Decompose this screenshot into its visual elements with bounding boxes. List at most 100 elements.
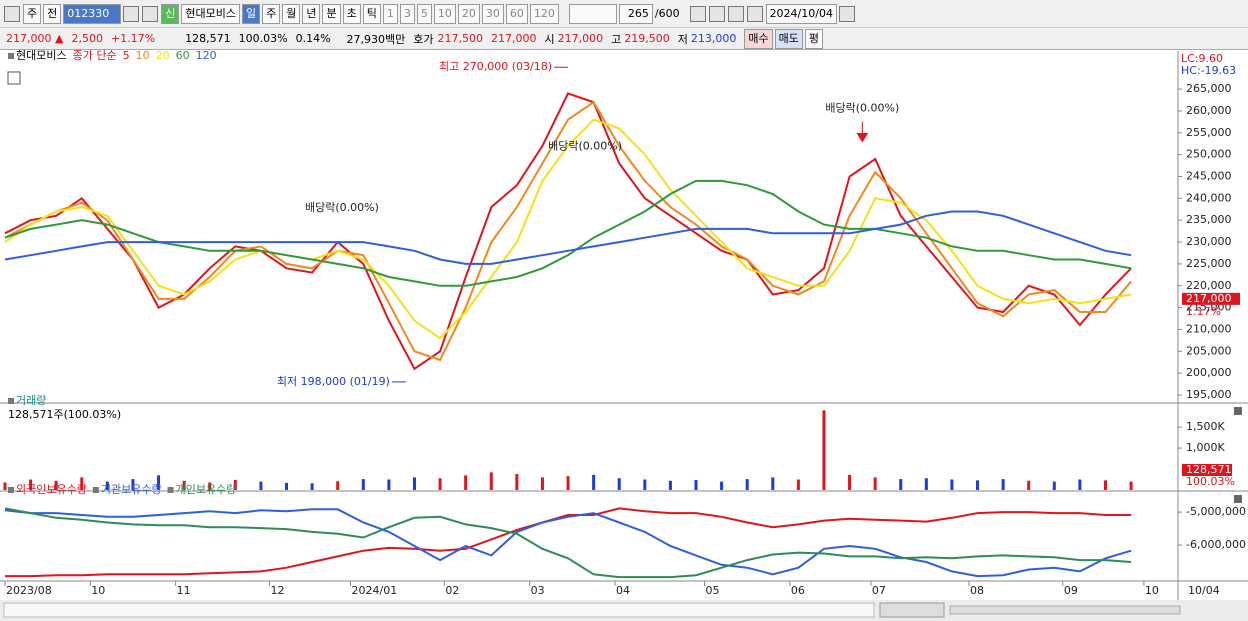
interval-button[interactable]: 30 bbox=[481, 3, 504, 24]
y-tick-label: 210,000 bbox=[1186, 322, 1232, 335]
x-tick-label: 10 bbox=[91, 584, 105, 597]
volume-bar bbox=[361, 479, 365, 490]
turnover: 0.14% bbox=[295, 32, 331, 45]
buy-button[interactable]: 매수 bbox=[744, 28, 773, 49]
annotation: 배당락(0.00%) bbox=[305, 201, 379, 214]
period-button[interactable]: 초 bbox=[342, 3, 361, 24]
interval-button[interactable]: 1 bbox=[382, 3, 398, 24]
code-input[interactable]: 012330 bbox=[63, 3, 122, 24]
save-icon[interactable] bbox=[727, 5, 744, 22]
sound-icon[interactable] bbox=[142, 5, 159, 22]
volume-bar bbox=[182, 480, 186, 490]
volume-bar bbox=[873, 477, 877, 490]
volume-bar bbox=[822, 410, 826, 490]
menu-icon[interactable] bbox=[4, 5, 20, 22]
volume-bar bbox=[976, 480, 980, 490]
legend-entry: 외국인보유수량 bbox=[16, 483, 87, 496]
current-volume-box bbox=[1182, 464, 1232, 476]
pane-subtitle: 128,571주(100.03%) bbox=[8, 408, 121, 421]
search-icon[interactable] bbox=[123, 5, 140, 22]
volume-bar bbox=[515, 474, 519, 490]
scroll-buttons[interactable] bbox=[879, 602, 945, 618]
interval-button[interactable]: 60 bbox=[505, 3, 528, 24]
pane-close[interactable] bbox=[1234, 495, 1242, 503]
volume-bar bbox=[643, 479, 647, 490]
period-button[interactable]: 주 bbox=[262, 3, 281, 24]
tool-icon[interactable] bbox=[708, 5, 725, 22]
volume-bar bbox=[438, 478, 442, 490]
volume-bar bbox=[259, 481, 263, 490]
series-line bbox=[5, 507, 1132, 578]
volume-bar bbox=[796, 479, 800, 490]
tool-icon[interactable] bbox=[689, 5, 706, 22]
period-button[interactable]: 틱 bbox=[362, 3, 381, 24]
count-max: /600 bbox=[654, 7, 680, 20]
series-line bbox=[4, 100, 1132, 362]
settings-icon[interactable] bbox=[746, 5, 763, 22]
y-tick-label: 240,000 bbox=[1186, 191, 1232, 204]
series-line bbox=[4, 210, 1132, 265]
interval-button[interactable]: 20 bbox=[457, 3, 480, 24]
count-input[interactable]: 265 bbox=[618, 3, 653, 24]
period-button[interactable]: 일 bbox=[241, 3, 261, 24]
volume-bar bbox=[412, 477, 416, 490]
y-tick-label: -5,000,000 bbox=[1186, 505, 1246, 518]
x-tick-label: 09 bbox=[1064, 584, 1078, 597]
current-change: 1.17% bbox=[1186, 305, 1221, 318]
table-icon[interactable] bbox=[7, 71, 21, 85]
view-select[interactable]: 주 bbox=[23, 3, 42, 24]
y-tick-label: 205,000 bbox=[1186, 344, 1232, 357]
volume-bar bbox=[720, 481, 724, 490]
x-tick-label: 06 bbox=[791, 584, 805, 597]
legend-entry: 20 bbox=[156, 49, 170, 62]
volume-bar bbox=[566, 476, 570, 490]
hc-label: HC:-19.63 bbox=[1181, 64, 1236, 77]
y-tick-label: 260,000 bbox=[1186, 104, 1232, 117]
avg-button[interactable]: 평 bbox=[804, 28, 824, 49]
current-volume-ratio: 100.03% bbox=[1186, 475, 1235, 488]
zoom-slider[interactable] bbox=[949, 605, 1181, 615]
lc-label: LC:9.60 bbox=[1181, 52, 1223, 65]
interval-button[interactable]: 3 bbox=[399, 3, 415, 24]
legend-swatch bbox=[8, 487, 14, 493]
interval-button[interactable]: 5 bbox=[416, 3, 432, 24]
calendar-icon[interactable] bbox=[838, 5, 855, 22]
x-tick-label: 2024/01 bbox=[352, 584, 398, 597]
interval-button[interactable]: 120 bbox=[529, 3, 559, 24]
market-select[interactable]: 전 bbox=[43, 3, 62, 24]
price: 217,000 ▲ bbox=[6, 32, 64, 45]
volume-bar bbox=[592, 474, 596, 490]
blank-select[interactable] bbox=[568, 3, 617, 24]
series-line bbox=[4, 92, 1132, 371]
x-tick-label: 04 bbox=[616, 584, 630, 597]
period-button[interactable]: 년 bbox=[302, 3, 321, 24]
legend-entry: 60 bbox=[176, 49, 190, 62]
series-line bbox=[4, 118, 1132, 340]
volume-bar bbox=[617, 478, 621, 490]
period-button[interactable]: 월 bbox=[282, 3, 301, 24]
volume-bar bbox=[1129, 481, 1133, 490]
period-button[interactable]: 분 bbox=[322, 3, 341, 24]
volume-bar bbox=[489, 472, 493, 490]
y-tick-label: 235,000 bbox=[1186, 213, 1232, 226]
scroll-track[interactable] bbox=[3, 602, 875, 618]
pane-close[interactable] bbox=[1234, 407, 1242, 415]
volume-bar bbox=[310, 483, 314, 490]
legend-entry: 개인보유수량 bbox=[176, 483, 237, 496]
volume-bar bbox=[285, 482, 289, 490]
x-tick-label: 11 bbox=[177, 584, 191, 597]
sell-button[interactable]: 매도 bbox=[774, 28, 803, 49]
x-end-label: 10/04 bbox=[1188, 584, 1220, 597]
current-price: 217,000 bbox=[1186, 292, 1232, 305]
volume-bar bbox=[694, 479, 698, 490]
volume-bar bbox=[29, 479, 33, 490]
volume-bar bbox=[924, 478, 928, 490]
legend-entry: 5 bbox=[123, 49, 130, 62]
date-input[interactable]: 2024/10/04 bbox=[765, 3, 837, 24]
y-tick-label: 1,500K bbox=[1186, 420, 1225, 433]
high-label: 고 bbox=[611, 32, 622, 46]
ask: 217,500 bbox=[437, 32, 484, 45]
volume: 128,571 bbox=[185, 32, 231, 45]
interval-button[interactable]: 10 bbox=[433, 3, 456, 24]
x-tick-label: 12 bbox=[270, 584, 284, 597]
